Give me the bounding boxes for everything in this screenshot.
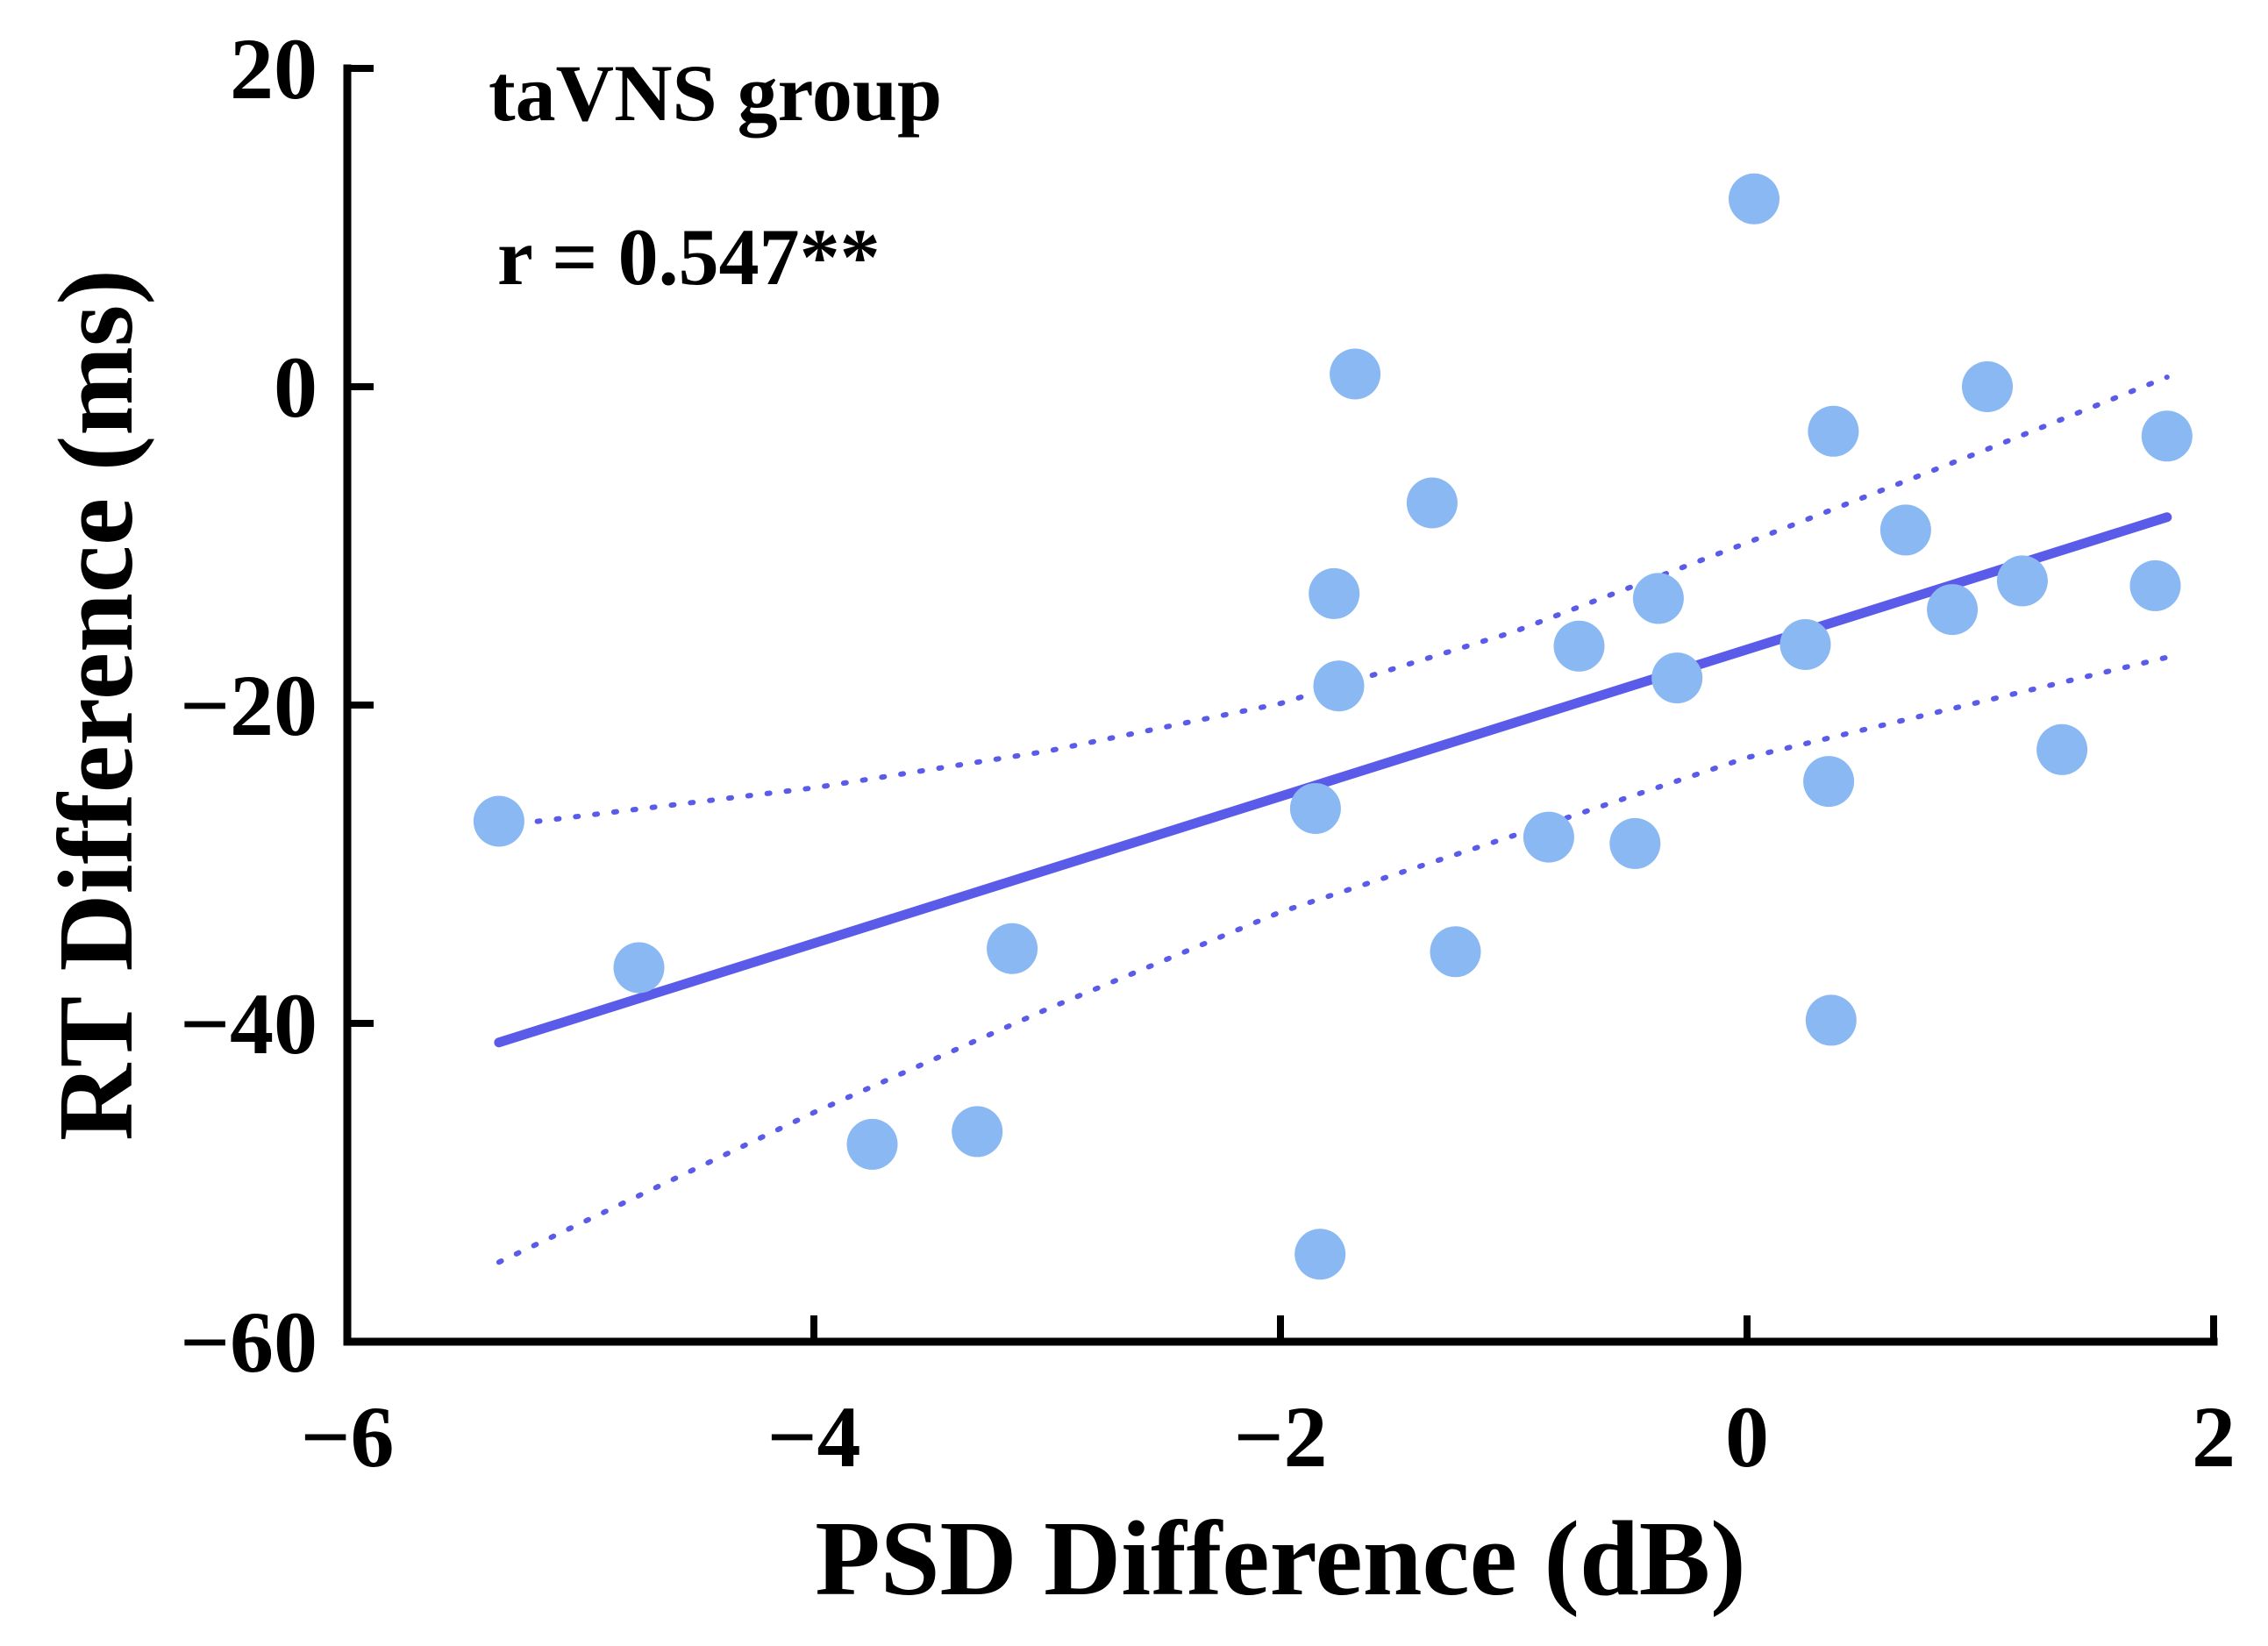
- data-point: [613, 942, 665, 994]
- y-tick-label: 20: [230, 20, 317, 118]
- x-axis-ticks: −6 −4 −2 0 2: [301, 1315, 2236, 1486]
- y-tick-label: −60: [180, 1293, 317, 1391]
- correlation-label: r = 0.547**: [497, 212, 881, 302]
- x-tick-label: 2: [2192, 1388, 2236, 1486]
- data-point: [2141, 410, 2193, 462]
- data-point: [1294, 1229, 1346, 1280]
- confidence-bands: [496, 374, 2170, 1265]
- y-tick-label: −40: [180, 975, 317, 1072]
- data-point: [1962, 361, 2013, 412]
- data-point: [1430, 926, 1481, 978]
- data-point: [1779, 619, 1831, 670]
- x-tick-label: 0: [1725, 1388, 1769, 1486]
- data-point: [1309, 567, 1360, 619]
- data-point: [1406, 477, 1458, 529]
- data-point: [1808, 405, 1859, 457]
- y-axis-title: RT Difference (ms): [37, 269, 155, 1141]
- data-point: [2129, 559, 2181, 611]
- lower-confidence-band: [496, 654, 2170, 1265]
- data-point: [2036, 723, 2088, 775]
- data-point: [1927, 584, 1979, 636]
- data-point: [1330, 348, 1381, 400]
- data-point: [1996, 555, 2048, 607]
- data-point: [1879, 504, 1931, 556]
- x-tick-label: −6: [301, 1388, 395, 1486]
- regression-fit: [494, 512, 2172, 1048]
- data-point: [473, 795, 524, 847]
- data-point: [1609, 817, 1661, 869]
- data-point: [1632, 573, 1684, 624]
- regression-line: [494, 512, 2172, 1048]
- y-axis-ticks: −60 −40 −20 0 20: [180, 20, 374, 1391]
- data-points: [473, 173, 2193, 1280]
- data-point: [1523, 811, 1574, 863]
- data-point: [1289, 783, 1341, 834]
- data-point: [952, 1106, 1003, 1158]
- data-point: [1313, 660, 1365, 712]
- data-point: [1651, 652, 1703, 704]
- y-tick-label: 0: [274, 338, 317, 436]
- data-point: [987, 923, 1038, 974]
- data-point: [1553, 620, 1605, 672]
- group-label: taVNS group: [489, 48, 942, 138]
- x-tick-label: −2: [1234, 1388, 1328, 1486]
- x-axis-title: PSD Difference (dB): [815, 1500, 1746, 1618]
- data-point: [1805, 994, 1857, 1046]
- data-point: [846, 1118, 898, 1170]
- y-tick-label: −20: [180, 657, 317, 754]
- data-point: [1729, 173, 1779, 224]
- data-point: [1803, 756, 1855, 808]
- x-tick-label: −4: [767, 1388, 861, 1486]
